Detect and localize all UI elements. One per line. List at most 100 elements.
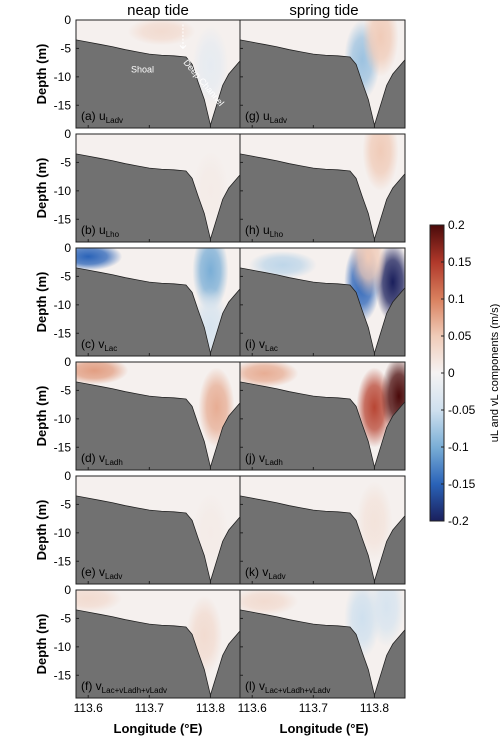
- y-tick-label: -15: [54, 668, 72, 682]
- seabed: [240, 495, 405, 584]
- panel-e: 0 -5 -10 -15 Depth (m) (e) vLadv: [34, 469, 242, 585]
- field-feature: [192, 25, 229, 106]
- colorbar-tick-label: 0.2: [448, 218, 465, 232]
- colorbar-tick-label: 0.1: [448, 292, 465, 306]
- y-axis-label: Depth (m): [34, 614, 49, 675]
- colorbar-tick-label: -0.15: [448, 477, 476, 491]
- seabed: [76, 495, 241, 584]
- y-tick-label: -5: [60, 611, 71, 625]
- x-tick-label: 113.6: [74, 701, 103, 715]
- annotation-arrowhead: [179, 45, 187, 50]
- x-tick-label: 113.8: [360, 701, 389, 715]
- y-tick-label: -5: [60, 155, 71, 169]
- y-tick-label: -10: [54, 184, 72, 198]
- y-tick-label: 0: [64, 583, 71, 597]
- y-tick-label: -15: [54, 98, 72, 112]
- y-axis-label: Depth (m): [34, 386, 49, 447]
- y-tick-label: -5: [60, 41, 71, 55]
- x-tick-label: 113.7: [299, 701, 328, 715]
- panel-k: (k) vLadv: [239, 475, 406, 585]
- colorbar-tick-label: 0.15: [448, 255, 472, 269]
- y-tick-label: -15: [54, 212, 72, 226]
- panel-frame: [239, 589, 406, 699]
- panel-label: (e) vLadv: [81, 565, 122, 581]
- y-tick-label: -10: [54, 70, 72, 84]
- panel-frame: [239, 133, 406, 243]
- panel-label: (j) vLadh: [245, 451, 283, 467]
- field-feature: [356, 481, 393, 562]
- seabed: [76, 153, 241, 242]
- seabed: [240, 153, 405, 242]
- colorbar-tick-label: 0.05: [448, 329, 472, 343]
- panel-label: (l) vLac+vLadh+vLadv: [245, 679, 330, 695]
- y-tick-label: -15: [54, 440, 72, 454]
- y-axis-label: Depth (m): [34, 44, 49, 105]
- panel-f: 0 -5 -10 -15 113.6 113.7 113.8 Depth (m) (f) vLa…: [34, 583, 242, 715]
- field-feature: [362, 20, 399, 78]
- colorbar-tick-label: -0.2: [448, 514, 469, 528]
- panel-frame: [239, 19, 406, 129]
- colorbar-tick-label: -0.1: [448, 440, 469, 454]
- x-tick-label: 113.7: [135, 701, 164, 715]
- y-tick-label: -10: [54, 298, 72, 312]
- y-tick-label: -15: [54, 554, 72, 568]
- x-axis-label-right: Longitude (°E): [280, 721, 369, 736]
- seabed: [76, 381, 241, 470]
- colorbar: 0.2 0.15 0.1 0.05 0 -0.05 -0.1 -0.15 -0.2 uL and …: [429, 218, 500, 528]
- y-axis-label: Depth (m): [34, 158, 49, 219]
- panel-label: (g) uLadv: [245, 109, 287, 125]
- panel-label: (f) vLac+vLadh+vLadv: [81, 679, 167, 695]
- field-feature: [76, 248, 123, 271]
- panel-frame: [239, 475, 406, 585]
- panel-b: 0 -5 -10 -15 Depth (m) (b) uLho: [34, 127, 242, 243]
- panel-frame: [239, 247, 406, 357]
- panel-i: (i) vLac: [239, 247, 406, 357]
- panel-g: (g) uLadv: [239, 19, 406, 129]
- y-tick-label: 0: [64, 469, 71, 483]
- panel-label: (b) uLho: [81, 223, 120, 239]
- seabed: [76, 609, 241, 698]
- field-feature: [362, 134, 399, 192]
- seabed: [76, 267, 241, 356]
- seabed: [240, 267, 405, 356]
- y-tick-label: -10: [54, 412, 72, 426]
- x-tick-label: 113.6: [238, 701, 267, 715]
- panel-label: (c) vLac: [81, 337, 117, 353]
- field-feature: [350, 248, 387, 297]
- y-tick-label: -10: [54, 526, 72, 540]
- panel-c: 0 -5 -10 -15 Depth (m) (c) vLac: [34, 241, 242, 357]
- y-tick-label: 0: [64, 13, 71, 27]
- seabed: [76, 39, 241, 128]
- panel-label: (k) vLadv: [245, 565, 286, 581]
- panel-j: (j) vLadh: [239, 361, 406, 471]
- field-feature: [240, 590, 299, 616]
- colorbar-tick-label: -0.05: [448, 403, 476, 417]
- field-feature: [76, 590, 123, 613]
- y-tick-label: -10: [54, 640, 72, 654]
- y-tick-label: 0: [64, 241, 71, 255]
- seabed: [240, 39, 405, 128]
- panel-l: 113.6 113.7 113.8 (l) vLac+vLadh+vLadv: [238, 589, 406, 715]
- field-feature: [248, 251, 317, 280]
- y-tick-label: -5: [60, 497, 71, 511]
- y-tick-label: -5: [60, 269, 71, 283]
- y-tick-label: -15: [54, 326, 72, 340]
- colorbar-tick-label: 0: [448, 366, 455, 380]
- panel-frame: [239, 361, 406, 471]
- colorbar-label: uL and vL components (m/s): [489, 304, 500, 443]
- field-feature: [127, 20, 196, 46]
- panel-label: (a) uLadv: [81, 109, 123, 125]
- panel-d: 0 -5 -10 -15 Depth (m) (d) vLadh: [34, 355, 242, 471]
- seabed: [240, 609, 405, 698]
- y-tick-label: 0: [64, 127, 71, 141]
- y-tick-label: -5: [60, 383, 71, 397]
- y-axis-label: Depth (m): [34, 500, 49, 561]
- seabed: [240, 381, 405, 470]
- x-axis-label-left: Longitude (°E): [114, 721, 203, 736]
- x-tick-label: 113.8: [196, 701, 225, 715]
- panel-h: (h) uLho: [239, 133, 406, 243]
- field-feature: [368, 590, 405, 648]
